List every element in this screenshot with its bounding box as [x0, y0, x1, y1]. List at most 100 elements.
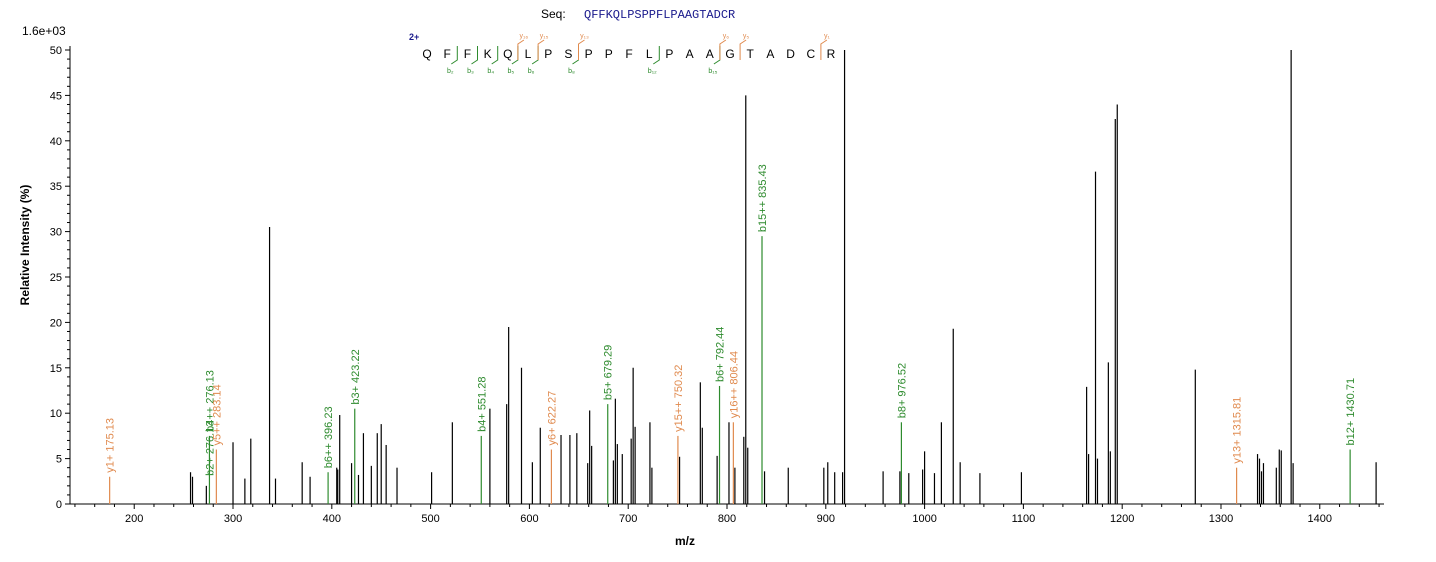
- peak-label: y13+ 1315.81: [1232, 397, 1244, 464]
- fragment-map: Q F F K Q L P S P P F L P A A G T A D C Rb₂ b₃ b₄ b₅ b₆ b₈ b₁₂ b₁₅y…: [422, 33, 835, 75]
- b-ion-label: b₂: [447, 68, 454, 75]
- peak-label: b6++ 396.23: [323, 406, 335, 468]
- x-tick-label: 600: [520, 513, 538, 525]
- x-tick-label: 300: [224, 513, 242, 525]
- residue: L: [525, 47, 532, 61]
- residue: S: [564, 47, 572, 61]
- y-tick-group: 0 5 10 15 20 25 30 35 40 45 50: [50, 45, 70, 511]
- peak-label: b15++ 835.43: [757, 164, 769, 232]
- peak-label: b5+ 679.29: [603, 345, 615, 400]
- peak-label: y6+ 622.27: [546, 391, 558, 446]
- peak-label: b4+ 551.28: [476, 377, 488, 432]
- sequence-value: QFFKQLPSPPFLPAAGTADCR: [584, 8, 735, 22]
- b-ion-mark: [572, 46, 579, 65]
- b-ion-mark: [511, 46, 519, 65]
- y-ion-mark: [537, 39, 545, 60]
- b-ion-mark: [713, 46, 721, 65]
- sequence-label: Seq:: [541, 7, 566, 21]
- residue: A: [766, 47, 774, 61]
- y-tick-label: 5: [56, 454, 62, 466]
- x-tick-label: 200: [125, 513, 143, 525]
- residue: Q: [422, 47, 431, 61]
- y-tick-label: 25: [50, 272, 62, 284]
- x-tick-label: 1400: [1308, 513, 1332, 525]
- b-ion-mark: [471, 46, 478, 65]
- y-tick-label: 50: [50, 45, 62, 57]
- y-tick-label: 10: [50, 408, 62, 420]
- y-ion-mark: [578, 39, 585, 60]
- peak-label: y5++ 283.14: [211, 384, 223, 445]
- x-tick-group: 200 300 400 500 600 700 800 900 1000 1100 1200 1300…: [74, 504, 1380, 525]
- peak-label: y15++ 750.32: [673, 365, 685, 432]
- residue: F: [625, 47, 632, 61]
- x-tick-label: 700: [619, 513, 637, 525]
- peak-label: b12+ 1430.71: [1345, 378, 1357, 446]
- y-tick-label: 40: [50, 136, 62, 148]
- y-ion-mark: [739, 39, 747, 60]
- max-intensity-label: 1.6e+03: [22, 24, 66, 38]
- y-ion-label: y₆: [723, 33, 730, 40]
- y-ion-mark: [517, 39, 525, 60]
- y-ion-label: y₁₅: [540, 33, 549, 40]
- b-ion-mark: [451, 46, 458, 65]
- peak-label: b8+ 976.52: [896, 363, 908, 418]
- b-ion-mark: [531, 46, 539, 65]
- x-tick-label: 400: [323, 513, 341, 525]
- b-ion-label: b₅: [508, 68, 515, 75]
- residue: A: [686, 47, 694, 61]
- x-axis-title: m/z: [675, 534, 695, 548]
- y-tick-label: 20: [50, 317, 62, 329]
- residue: R: [827, 47, 836, 61]
- b-ion-label: b₁₂: [648, 68, 657, 75]
- b-ion-label: b₁₅: [708, 68, 717, 75]
- y-tick-label: 15: [50, 363, 62, 375]
- residue: Q: [503, 47, 512, 61]
- x-tick-label: 1000: [912, 513, 936, 525]
- axes: [69, 46, 1384, 505]
- residue: P: [585, 47, 593, 61]
- y-ion-label: y₁₆: [520, 33, 529, 40]
- residue: P: [665, 47, 673, 61]
- residue: A: [706, 47, 714, 61]
- x-tick-label: 1300: [1209, 513, 1233, 525]
- y-axis-title: Relative Intensity (%): [18, 185, 32, 306]
- b-ion-label: b₈: [568, 68, 575, 75]
- b-ion-label: b₃: [467, 68, 474, 75]
- x-tick-label: 1100: [1012, 513, 1036, 525]
- y-ion-mark: [719, 39, 727, 60]
- residue: D: [786, 47, 795, 61]
- residue: C: [806, 47, 815, 61]
- residue: G: [725, 47, 734, 61]
- peak-label: y1+ 175.13: [105, 418, 117, 473]
- y-tick-label: 35: [50, 181, 62, 193]
- residue: F: [464, 47, 471, 61]
- residue: L: [646, 47, 653, 61]
- peak-label: b6+ 792.44: [715, 327, 727, 382]
- b-ion-label: b₄: [487, 68, 494, 75]
- charge-label: 2+: [409, 32, 419, 42]
- y-ion-mark: [820, 39, 828, 60]
- x-tick-label: 1200: [1110, 513, 1134, 525]
- residue: P: [605, 47, 613, 61]
- unassigned-peaks: [189, 50, 1377, 504]
- residue: K: [484, 47, 492, 61]
- residue: F: [444, 47, 451, 61]
- y-ion-label: y₅: [743, 33, 750, 40]
- x-tick-label: 500: [421, 513, 439, 525]
- b-ion-mark: [653, 46, 660, 65]
- b-ion-label: b₆: [528, 68, 535, 75]
- peak-label: b2+ 276.13: [204, 421, 216, 476]
- residue: P: [544, 47, 552, 61]
- y-ion-label: y₁₃: [580, 33, 589, 40]
- peak-label: y16++ 806.44: [728, 351, 740, 418]
- y-tick-label: 30: [50, 227, 62, 239]
- x-tick-label: 900: [817, 513, 835, 525]
- peak-label: b4++ 276.13: [204, 370, 216, 432]
- b-ion-mark: [491, 46, 499, 65]
- peak-label: b3+ 423.22: [350, 349, 362, 404]
- y-ion-label: y₁: [824, 33, 831, 40]
- y-tick-label: 0: [56, 499, 62, 511]
- residue: T: [747, 47, 755, 61]
